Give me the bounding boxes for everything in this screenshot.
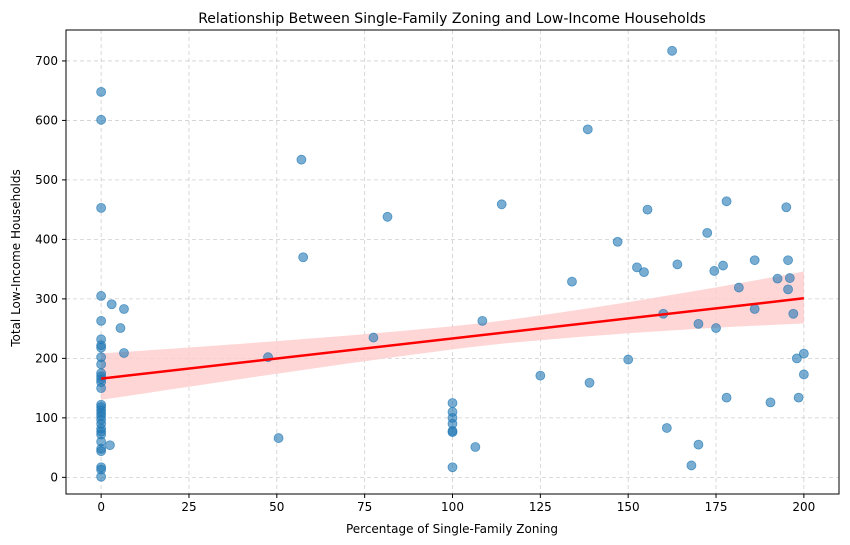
data-point [96,446,107,457]
y-tick-label: 200 [35,351,58,365]
x-tick-label: 100 [441,500,464,514]
data-point [784,273,795,283]
data-point [783,255,793,266]
data-point [447,398,458,408]
data-point [96,342,107,353]
data-point [686,460,697,471]
y-tick-label: 400 [35,232,58,246]
data-point [711,323,721,333]
chart-title: Relationship Between Single-Family Zonin… [198,11,706,27]
data-point [772,273,783,284]
data-point [667,45,678,56]
y-tick-label: 300 [35,292,58,306]
x-tick-label: 25 [181,500,196,514]
data-point [639,267,649,278]
data-points-layer [96,45,809,482]
data-point [765,397,776,408]
data-point [783,284,793,295]
data-point [470,442,481,452]
data-point [721,196,732,207]
y-tick-label: 0 [50,470,58,484]
y-tick-label: 500 [35,173,58,187]
data-point [368,332,379,343]
data-point [96,86,107,97]
y-axis-ticks: 0 100 200 300 400 500 600 700 [35,54,66,484]
data-point [733,282,744,293]
data-point [96,291,107,301]
data-point [119,304,129,314]
data-point [632,262,642,273]
data-point [96,114,107,125]
x-tick-label: 200 [792,500,815,514]
confidence-band [101,271,804,400]
x-tick-label: 175 [705,500,728,514]
y-tick-label: 700 [35,54,58,68]
data-point [296,154,307,165]
x-tick-label: 75 [357,500,372,514]
data-point [661,423,672,433]
data-point [584,377,595,388]
x-axis-ticks: 0 25 50 75 100 125 150 175 200 [97,494,815,514]
data-point [96,359,107,370]
data-point [612,236,623,247]
x-tick-label: 0 [97,500,105,514]
x-tick-label: 150 [617,500,640,514]
data-point [672,259,683,270]
y-tick-label: 600 [35,113,58,127]
data-point [273,433,284,443]
data-point [693,439,704,450]
data-point [115,323,126,333]
data-point [709,266,720,276]
data-point [693,318,704,329]
x-axis-label: Percentage of Single-Family Zoning [346,522,558,536]
data-point [477,315,488,326]
data-point [582,124,593,135]
data-point [718,260,728,271]
data-point [791,353,802,364]
data-point [798,348,809,359]
data-point [447,462,458,473]
data-point [447,427,458,438]
data-point [106,299,117,310]
data-point [496,199,507,210]
data-point [702,227,713,238]
data-point [96,202,107,213]
data-point [793,392,804,403]
data-point [535,370,546,381]
data-point [567,276,577,287]
confidence-band-layer [101,271,804,400]
data-point [623,354,634,365]
data-point [749,304,760,314]
data-point [642,204,653,215]
data-point [96,383,107,394]
data-point [788,308,799,319]
data-point [749,255,760,266]
data-point [105,440,115,451]
y-tick-label: 100 [35,411,58,425]
data-point [298,252,309,263]
data-point [96,471,107,482]
data-point [119,348,129,358]
data-point [781,202,792,213]
regression-line [100,297,805,380]
data-point [798,369,809,380]
data-point [721,392,732,403]
data-point [96,315,107,326]
x-tick-label: 50 [269,500,284,514]
y-axis-label: Total Low-Income Households [9,169,23,348]
data-point [382,211,393,222]
x-tick-label: 125 [529,500,552,514]
regression-line-layer [100,297,805,380]
